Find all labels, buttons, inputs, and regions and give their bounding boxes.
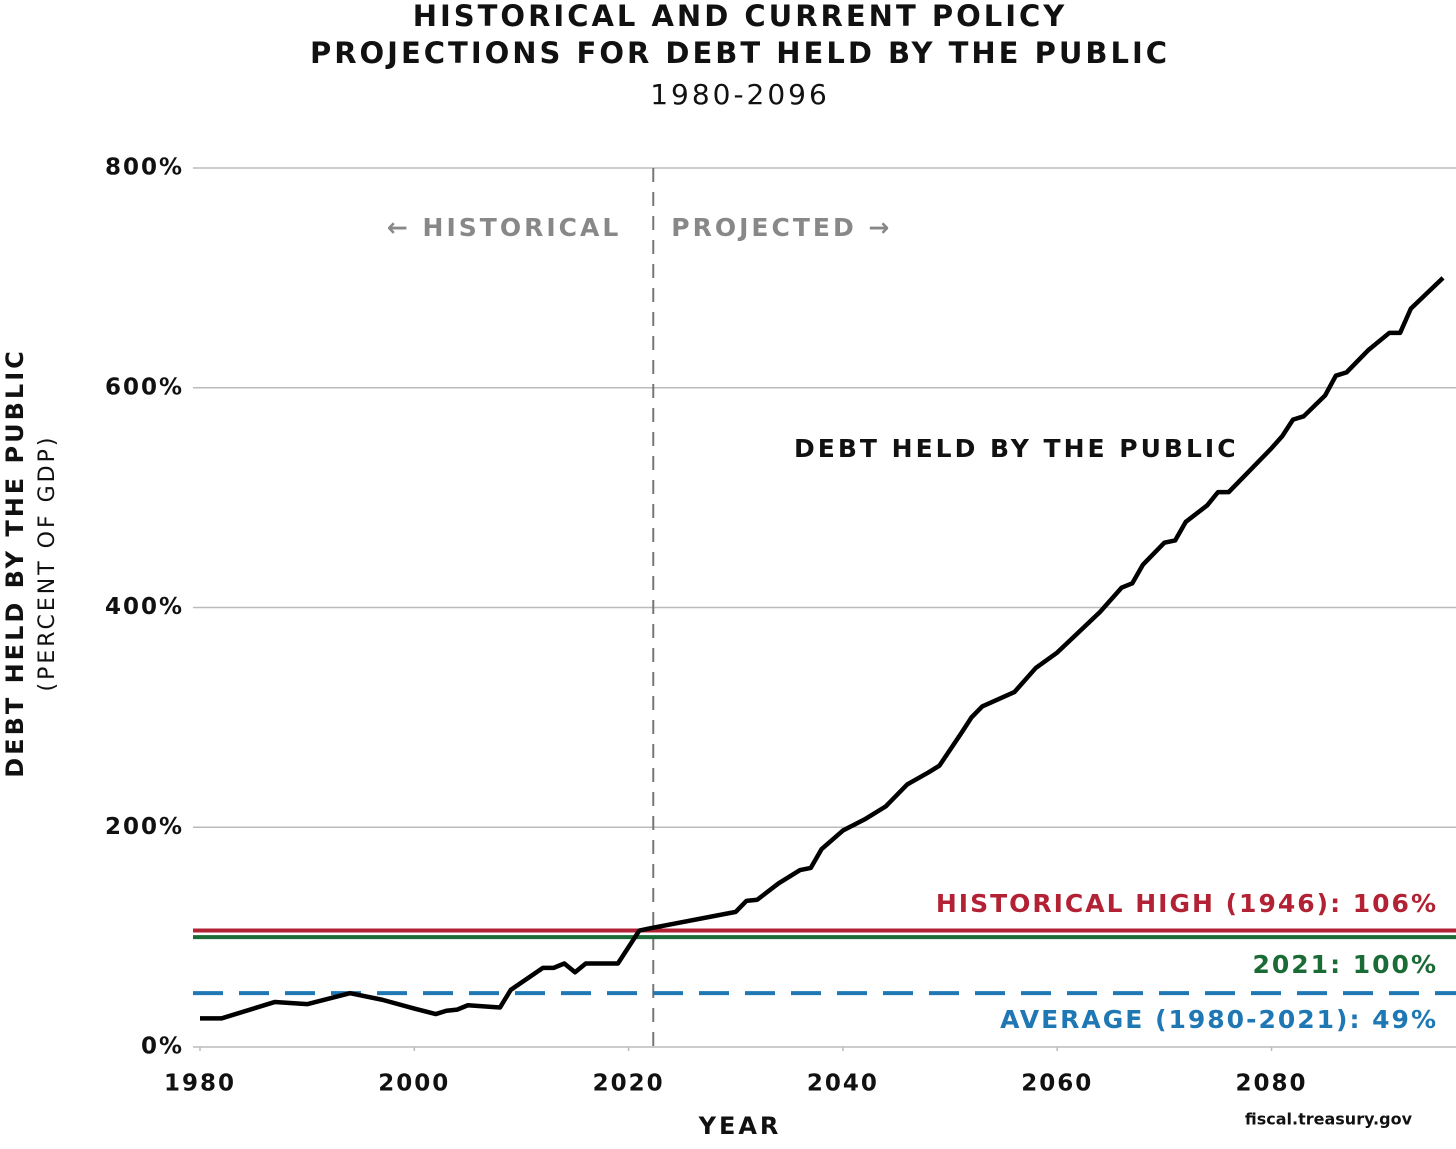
y-tick-label: 600% <box>105 374 184 400</box>
chart-title: HISTORICAL AND CURRENT POLICY <box>413 0 1068 33</box>
y-tick-label: 400% <box>105 594 184 620</box>
x-axis-label: YEAR <box>698 1112 782 1140</box>
source: fiscal.treasury.gov <box>1245 1110 1413 1129</box>
divider-label: ← HISTORICAL <box>387 213 621 242</box>
x-tick-label: 2020 <box>593 1071 665 1097</box>
y-tick-label: 800% <box>105 155 184 181</box>
y-axis-label: DEBT HELD BY THE PUBLIC <box>1 348 29 778</box>
data-line <box>200 276 1445 1021</box>
x-tick-label: 2080 <box>1236 1071 1308 1097</box>
y-tick-label: 200% <box>105 814 184 840</box>
x-tick-label: 2060 <box>1021 1071 1093 1097</box>
x-tick-label: 1980 <box>164 1071 236 1097</box>
chart-title: PROJECTIONS FOR DEBT HELD BY THE PUBLIC <box>310 36 1170 70</box>
x-tick-label: 2040 <box>807 1071 879 1097</box>
reference-label: AVERAGE (1980-2021): 49% <box>1000 1005 1438 1034</box>
y-tick-label: 0% <box>141 1034 184 1060</box>
x-tick-label: 2000 <box>378 1071 450 1097</box>
reference-label: 2021: 100% <box>1252 950 1438 979</box>
series-label: DEBT HELD BY THE PUBLIC <box>794 434 1239 463</box>
y-axis-label: (PERCENT OF GDP) <box>35 435 60 692</box>
reference-label: HISTORICAL HIGH (1946): 106% <box>936 889 1438 918</box>
divider-label: PROJECTED → <box>671 213 892 242</box>
chart-subtitle: 1980-2096 <box>650 78 830 111</box>
